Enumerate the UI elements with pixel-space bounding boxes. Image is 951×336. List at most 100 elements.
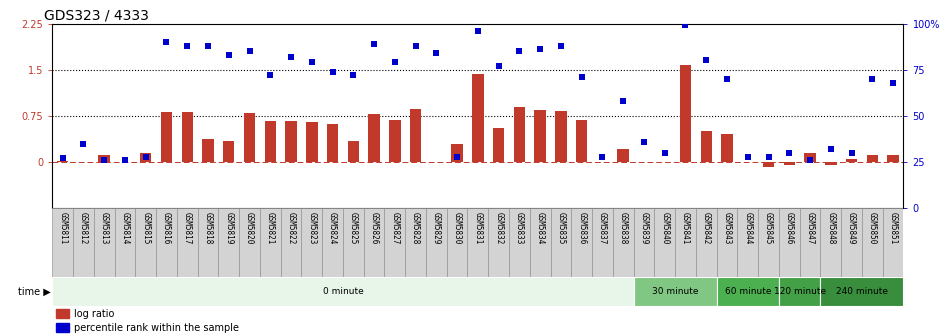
Bar <box>182 112 193 162</box>
Bar <box>737 208 758 277</box>
Bar <box>363 208 384 277</box>
Point <box>657 150 672 156</box>
Point <box>450 154 465 159</box>
Text: GSM5812: GSM5812 <box>79 212 87 244</box>
Bar <box>114 208 135 277</box>
Bar <box>617 149 629 162</box>
Bar <box>452 144 463 162</box>
Bar <box>389 120 400 162</box>
Point <box>97 158 112 163</box>
Text: GSM5844: GSM5844 <box>744 212 752 244</box>
Point <box>512 49 527 54</box>
Bar <box>555 111 567 162</box>
Point <box>678 23 693 28</box>
Point <box>262 73 278 78</box>
Text: time ▶: time ▶ <box>18 287 50 296</box>
Text: GSM5841: GSM5841 <box>681 212 690 244</box>
Point <box>594 154 610 159</box>
Bar <box>94 208 114 277</box>
Bar <box>56 323 69 332</box>
Bar <box>514 107 525 162</box>
Text: 240 minute: 240 minute <box>836 287 888 296</box>
Bar <box>447 208 468 277</box>
Text: GSM5850: GSM5850 <box>868 212 877 244</box>
Text: GSM5816: GSM5816 <box>162 212 171 244</box>
Bar <box>343 208 363 277</box>
Text: GSM5818: GSM5818 <box>204 212 212 244</box>
Bar <box>219 208 239 277</box>
Bar <box>821 277 903 306</box>
Bar <box>52 208 73 277</box>
Text: 60 minute: 60 minute <box>725 287 771 296</box>
Bar <box>52 277 633 306</box>
Bar <box>572 208 592 277</box>
Bar <box>680 66 691 162</box>
Bar <box>260 208 281 277</box>
Bar <box>301 208 322 277</box>
Text: GSM5821: GSM5821 <box>265 212 275 244</box>
Bar <box>821 208 842 277</box>
Point <box>803 158 818 163</box>
Point <box>138 154 153 159</box>
Bar <box>493 128 504 162</box>
Point <box>761 154 776 159</box>
Bar <box>281 208 301 277</box>
Bar <box>348 140 359 162</box>
Bar <box>866 155 878 162</box>
Text: GSM5847: GSM5847 <box>805 212 815 244</box>
Bar <box>285 121 297 162</box>
Point <box>699 58 714 63</box>
Bar <box>551 208 572 277</box>
Bar <box>633 277 717 306</box>
Bar <box>468 208 488 277</box>
Point <box>325 69 340 74</box>
Bar <box>488 208 509 277</box>
Text: GSM5827: GSM5827 <box>390 212 399 244</box>
Bar <box>721 134 732 162</box>
Bar <box>758 208 779 277</box>
Text: GSM5848: GSM5848 <box>826 212 835 244</box>
Point <box>719 76 734 82</box>
Bar <box>696 208 717 277</box>
Text: GSM5829: GSM5829 <box>432 212 441 244</box>
Bar <box>161 112 172 162</box>
Bar <box>306 122 318 162</box>
Bar <box>135 208 156 277</box>
Bar <box>327 124 339 162</box>
Bar <box>800 208 821 277</box>
Text: GSM5842: GSM5842 <box>702 212 710 244</box>
Point <box>864 76 880 82</box>
Point <box>408 43 423 48</box>
Text: GSM5836: GSM5836 <box>577 212 586 244</box>
Bar <box>264 121 276 162</box>
Text: GSM5820: GSM5820 <box>245 212 254 244</box>
Bar <box>239 208 260 277</box>
Text: GSM5822: GSM5822 <box>286 212 296 244</box>
Bar <box>576 120 588 162</box>
Text: GSM5832: GSM5832 <box>495 212 503 244</box>
Bar <box>845 159 857 162</box>
Bar <box>883 208 903 277</box>
Bar <box>384 208 405 277</box>
Text: GSM5849: GSM5849 <box>847 212 856 244</box>
Point <box>76 141 91 146</box>
Point <box>885 80 901 85</box>
Bar <box>717 208 737 277</box>
Bar <box>140 153 151 162</box>
Point <box>180 43 195 48</box>
Bar <box>472 74 484 162</box>
Text: GSM5845: GSM5845 <box>764 212 773 244</box>
Bar <box>99 155 110 162</box>
Text: GSM5846: GSM5846 <box>785 212 794 244</box>
Bar <box>156 208 177 277</box>
Point <box>574 74 590 80</box>
Bar <box>368 114 379 162</box>
Bar <box>322 208 343 277</box>
Bar <box>56 309 69 319</box>
Point <box>366 41 381 46</box>
Point <box>55 156 70 161</box>
Point <box>283 54 299 59</box>
Text: GSM5833: GSM5833 <box>514 212 524 244</box>
Bar <box>509 208 530 277</box>
Text: GSM5811: GSM5811 <box>58 212 68 244</box>
